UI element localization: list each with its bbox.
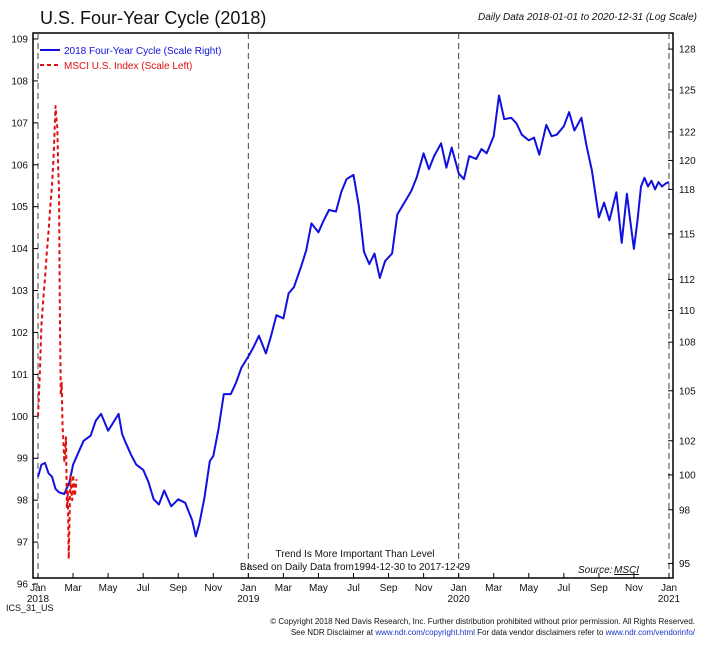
left-tick-label-1: 97 — [17, 538, 29, 549]
x-tick-label-5: Nov — [204, 583, 222, 594]
left-tick-label-4: 100 — [11, 412, 28, 423]
legend-label-cycle: 2018 Four-Year Cycle (Scale Right) — [64, 46, 221, 57]
source-link[interactable]: MSCI — [614, 565, 639, 576]
left-tick-label-8: 104 — [11, 244, 28, 255]
copyright-text-a: See NDR Disclaimer at — [290, 628, 376, 637]
year-label-1: 2019 — [237, 594, 260, 605]
right-axis: 95 98 100 102 105 108 110 112 115 118 120 122 125 128 — [668, 45, 696, 570]
year-label-3: 2021 — [658, 594, 681, 605]
x-tick-label-15: Jul — [557, 583, 570, 594]
right-tick-label-10: 120 — [679, 156, 696, 167]
copyright-line-2: See NDR Disclaimer at www.ndr.com/copyri… — [270, 627, 695, 638]
annotation-line-2: Based on Daily Data from1994-12-30 to 20… — [240, 562, 471, 573]
copyright-notice: © Copyright 2018 Ned Davis Research, Inc… — [270, 616, 695, 638]
x-tick-label-14: May — [519, 583, 538, 594]
right-tick-label-13: 128 — [679, 45, 696, 56]
x-tick-label-10: Sep — [380, 583, 398, 594]
series-group — [37, 94, 670, 560]
x-tick-label-16: Sep — [590, 583, 608, 594]
x-tick-label-8: May — [309, 583, 328, 594]
x-tick-label-11: Nov — [415, 583, 433, 594]
right-tick-label-1: 98 — [679, 505, 691, 516]
right-tick-label-8: 115 — [679, 229, 695, 240]
left-tick-label-11: 107 — [11, 118, 28, 129]
right-tick-label-7: 112 — [679, 275, 695, 286]
vendor-link[interactable]: www.ndr.com/vendorinfo/ — [605, 628, 695, 637]
annotation-line-1: Trend Is More Important Than Level — [276, 549, 435, 560]
plot-frame — [32, 32, 674, 579]
x-axis: Jan Mar May Jul Sep Nov Jan Mar May Jul Sep Nov Jan M… — [27, 573, 681, 605]
chart-subtitle: Daily Data 2018-01-01 to 2020-12-31 (Log… — [477, 12, 697, 23]
copyright-text-b: For data vendor disclaimers refer to — [474, 628, 606, 637]
left-tick-label-0: 96 — [17, 580, 29, 591]
left-tick-label-7: 103 — [11, 286, 28, 297]
year-label-0: 2018 — [27, 594, 50, 605]
right-tick-label-5: 108 — [679, 338, 696, 349]
x-tick-label-12: Jan — [451, 583, 467, 594]
left-axis: 96 97 98 99 100 101 102 103 104 105 106 107 108 109 — [11, 35, 38, 591]
left-tick-label-13: 109 — [11, 35, 28, 46]
right-tick-label-11: 122 — [679, 127, 696, 138]
right-tick-label-6: 110 — [679, 306, 695, 317]
x-tick-label-0: Jan — [30, 583, 46, 594]
chart-title: U.S. Four-Year Cycle (2018) — [40, 8, 267, 28]
left-tick-label-6: 102 — [11, 328, 28, 339]
right-tick-label-3: 102 — [679, 436, 696, 447]
x-tick-label-1: Mar — [64, 583, 82, 594]
x-tick-label-17: Nov — [625, 583, 643, 594]
x-tick-label-3: Jul — [137, 583, 150, 594]
series-line-cycle — [37, 94, 670, 538]
x-tick-label-9: Jul — [347, 583, 360, 594]
right-tick-label-12: 125 — [679, 86, 696, 97]
legend: 2018 Four-Year Cycle (Scale Right) MSCI … — [40, 46, 221, 72]
left-tick-label-10: 106 — [11, 160, 28, 171]
left-tick-label-5: 101 — [11, 370, 28, 381]
right-tick-label-9: 118 — [679, 185, 695, 196]
x-tick-label-6: Jan — [240, 583, 256, 594]
source-label: Source: — [578, 565, 613, 576]
copyright-link[interactable]: www.ndr.com/copyright.html — [375, 628, 475, 637]
right-tick-label-0: 95 — [679, 559, 691, 570]
right-tick-label-4: 105 — [679, 386, 696, 397]
legend-label-msci: MSCI U.S. Index (Scale Left) — [64, 61, 192, 72]
left-tick-label-9: 105 — [11, 202, 28, 213]
year-label-2: 2020 — [448, 594, 471, 605]
series-line-msci — [37, 105, 78, 560]
copyright-line-1: © Copyright 2018 Ned Davis Research, Inc… — [270, 617, 695, 626]
x-tick-label-18: Jan — [661, 583, 677, 594]
chart-code: ICS_31_US — [6, 603, 54, 613]
x-tick-label-13: Mar — [485, 583, 503, 594]
left-tick-label-2: 98 — [17, 496, 29, 507]
left-tick-label-12: 108 — [11, 76, 28, 87]
vertical-dashed-lines — [37, 33, 670, 578]
x-tick-label-2: May — [99, 583, 118, 594]
right-tick-label-2: 100 — [679, 470, 696, 481]
x-tick-label-4: Sep — [169, 583, 187, 594]
x-tick-label-7: Mar — [275, 583, 293, 594]
left-tick-label-3: 99 — [17, 454, 29, 465]
